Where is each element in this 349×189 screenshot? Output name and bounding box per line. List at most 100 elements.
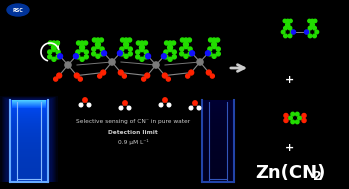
Text: Selective sensing of CN⁻ in pure water: Selective sensing of CN⁻ in pure water xyxy=(76,119,190,125)
Circle shape xyxy=(193,101,197,105)
Bar xyxy=(11,128,47,129)
Circle shape xyxy=(306,30,310,34)
Circle shape xyxy=(122,74,126,78)
Bar xyxy=(11,147,47,148)
Bar xyxy=(11,130,47,131)
Bar xyxy=(203,124,233,125)
Circle shape xyxy=(76,50,80,54)
Circle shape xyxy=(172,50,176,54)
Bar xyxy=(11,108,47,109)
Bar xyxy=(203,125,233,126)
Bar xyxy=(11,168,47,169)
Circle shape xyxy=(123,101,127,105)
Circle shape xyxy=(216,52,220,56)
Bar xyxy=(8,99,50,182)
Circle shape xyxy=(96,54,100,58)
Circle shape xyxy=(48,55,52,59)
Circle shape xyxy=(96,42,101,47)
Bar xyxy=(11,150,47,151)
Text: Zn(CN): Zn(CN) xyxy=(255,164,325,182)
Bar xyxy=(11,175,47,176)
Circle shape xyxy=(58,54,62,59)
Bar xyxy=(203,115,233,116)
Circle shape xyxy=(109,59,115,65)
Circle shape xyxy=(128,47,132,51)
Bar xyxy=(11,125,47,126)
Bar xyxy=(11,101,47,102)
Circle shape xyxy=(144,55,148,59)
Circle shape xyxy=(144,50,148,54)
Bar xyxy=(11,117,47,118)
Text: RSC: RSC xyxy=(13,8,23,12)
Circle shape xyxy=(212,54,216,58)
Bar xyxy=(203,164,233,165)
Circle shape xyxy=(291,30,296,34)
Bar xyxy=(11,172,47,173)
Bar xyxy=(11,137,47,138)
Bar xyxy=(11,153,47,154)
Bar xyxy=(11,166,47,167)
Circle shape xyxy=(290,30,294,34)
Circle shape xyxy=(296,112,299,116)
Circle shape xyxy=(128,52,132,56)
Circle shape xyxy=(124,45,128,49)
Circle shape xyxy=(190,51,194,56)
Circle shape xyxy=(189,106,193,110)
Bar xyxy=(11,149,47,150)
Circle shape xyxy=(80,57,84,61)
Bar xyxy=(12,103,46,104)
Bar xyxy=(203,180,233,181)
Bar xyxy=(11,106,47,107)
Bar xyxy=(12,105,46,106)
Circle shape xyxy=(140,41,144,45)
Circle shape xyxy=(184,38,188,42)
Bar xyxy=(203,121,233,122)
Bar xyxy=(203,110,233,111)
Bar xyxy=(203,177,233,178)
Bar xyxy=(203,105,233,106)
Bar xyxy=(11,134,47,135)
Bar xyxy=(203,114,233,115)
Bar xyxy=(203,101,233,102)
Bar xyxy=(203,173,233,174)
Bar xyxy=(11,151,47,152)
Circle shape xyxy=(288,34,292,38)
Circle shape xyxy=(286,19,289,22)
Bar xyxy=(11,154,47,155)
Circle shape xyxy=(166,77,170,81)
Circle shape xyxy=(168,45,172,50)
Circle shape xyxy=(212,38,216,42)
Circle shape xyxy=(74,73,79,78)
Circle shape xyxy=(216,47,220,51)
Circle shape xyxy=(55,41,59,45)
Circle shape xyxy=(102,51,106,56)
Circle shape xyxy=(180,47,184,51)
Circle shape xyxy=(184,42,188,47)
Bar xyxy=(11,121,47,122)
Bar xyxy=(11,144,47,145)
Bar xyxy=(203,145,233,146)
Circle shape xyxy=(289,116,292,120)
Circle shape xyxy=(288,26,292,30)
Bar xyxy=(12,101,46,102)
Text: +: + xyxy=(285,143,295,153)
Bar xyxy=(11,155,47,156)
Bar xyxy=(203,149,233,150)
Circle shape xyxy=(128,38,132,42)
Bar xyxy=(203,104,233,105)
Circle shape xyxy=(284,119,288,122)
Bar xyxy=(203,123,233,124)
Bar xyxy=(9,99,49,182)
Bar xyxy=(203,179,233,180)
Circle shape xyxy=(120,47,124,51)
Bar xyxy=(203,169,233,170)
Bar xyxy=(3,97,55,182)
Circle shape xyxy=(302,119,306,122)
Bar xyxy=(11,164,47,165)
Circle shape xyxy=(291,112,295,116)
Circle shape xyxy=(291,120,295,124)
Bar xyxy=(11,159,47,160)
Circle shape xyxy=(80,48,84,52)
Circle shape xyxy=(56,55,60,59)
Circle shape xyxy=(92,52,96,56)
